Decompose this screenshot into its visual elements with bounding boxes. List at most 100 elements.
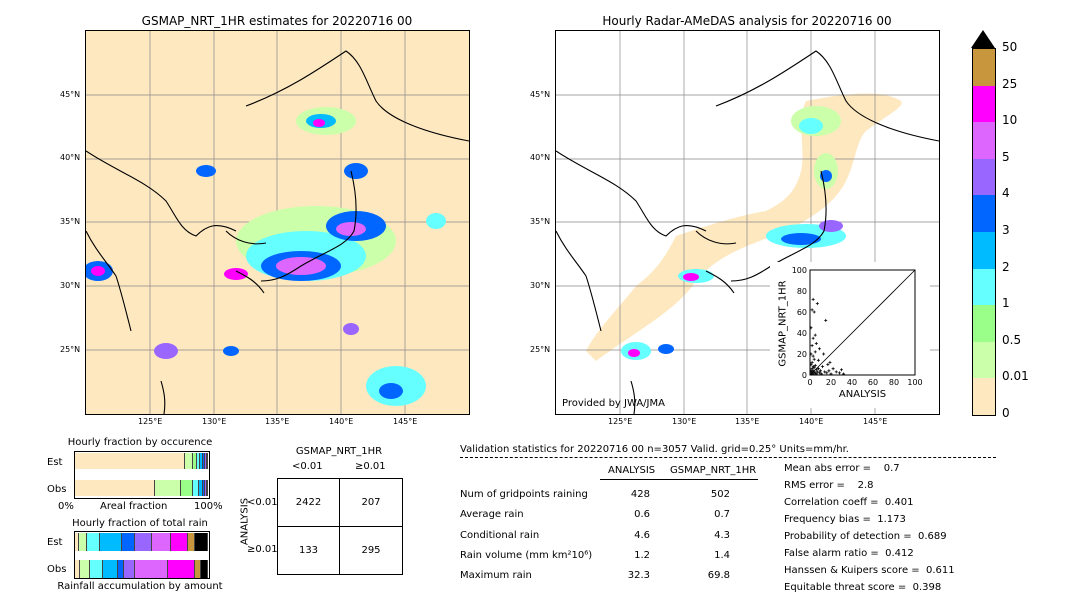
contingency-cell: 207 [361,497,381,508]
stacked-bar-segment [75,480,155,496]
score-line: Probability of detection = 0.689 [784,531,947,542]
occurrence-axis-mid: Areal fraction [100,501,168,512]
stacked-bar-segment [197,453,201,469]
stacked-bar-segment [86,533,101,551]
validation-row-gsmap: 1.4 [714,550,730,561]
colorbar-segment [973,49,995,86]
scatter-point [819,369,822,373]
left-lon-label: 130°E [202,417,227,426]
stacked-bar-segment [154,480,182,496]
scatter-point [813,364,817,368]
scatter-y-tick: 20 [797,350,807,359]
scatter-x-tick: 100 [907,378,922,387]
stacked-bar-segment [75,533,79,551]
left-lat-label: 45°N [60,90,81,99]
colorbar-segment [973,268,995,306]
scatter-point [812,310,816,314]
stacked-bar-segment [206,453,208,469]
total-rain-footer: Rainfall accumulation by amount [57,581,223,592]
stacked-bar-segment [194,533,208,551]
occurrence-est-bar [75,453,208,469]
stacked-bar-segment [168,560,195,578]
left-lon-label: 125°E [138,417,163,426]
scatter-point [828,360,832,364]
data-credit: Provided by JWA/JMA [562,398,665,409]
stacked-bar-segment [152,533,171,551]
scatter-point [820,372,824,376]
left-lat-label: 40°N [60,153,81,162]
right-lat-label: 35°N [530,217,551,226]
right-lon-label: 125°E [608,417,633,426]
validation-row-analysis: 1.2 [634,550,650,561]
right-lat-label: 45°N [530,90,551,99]
occurrence-obs-label: Obs [47,484,67,495]
stacked-bar-segment [117,560,125,578]
contingency-cell: 295 [361,545,381,556]
scatter-point [837,371,841,375]
occurrence-axis-left: 0% [58,501,74,512]
stacked-bar-segment [75,453,186,469]
scatter-x-tick: 20 [826,378,836,387]
stacked-bar-segment [102,560,118,578]
occurrence-axis-right: 100% [194,501,223,512]
validation-col-analysis: ANALYSIS [608,465,656,476]
scatter-point [821,365,825,369]
stacked-bar-segment [194,560,202,578]
stacked-bar-segment [124,560,135,578]
scatter-point [816,358,820,362]
colorbar-extend-arrow [971,30,995,48]
left-lon-label: 145°E [393,417,418,426]
stacked-bar-segment [206,480,208,496]
colorbar-tick-label: 25 [1002,76,1018,91]
stacked-bar-segment [205,480,207,496]
scatter-point [814,342,818,345]
scatter-point [815,302,819,306]
scatter-point [822,352,826,356]
scatter-point [814,372,818,376]
stacked-bar-segment [202,480,206,496]
scatter-point [825,371,829,375]
scatter-point [831,367,835,371]
scatter-point [827,369,831,373]
left-lat-label: 35°N [60,217,81,226]
validation-row-gsmap: 0.7 [714,509,730,520]
colorbar-tick-label: 2 [1002,259,1010,274]
score-line: RMS error = 2.8 [784,480,874,491]
scatter-x-tick: 0 [807,378,812,387]
scatter-point [811,354,815,358]
scatter-y-tick: 60 [797,308,807,317]
scatter-point [812,366,816,370]
scatter-xlabel: ANALYSIS [838,389,887,400]
stacked-bar-segment [188,533,195,551]
scatter-point [829,372,833,376]
scatter-point [823,370,827,374]
validation-header: Validation statistics for 20220716 00 n=… [460,444,849,455]
scatter-plot: 00 20 20 40 40 60 60 80 80 100 100 [792,266,923,387]
scatter-x-tick: 80 [889,378,899,387]
validation-row-label: Conditional rain [460,530,540,541]
scatter-x-tick: 40 [847,378,857,387]
stacked-bar-segment [198,480,203,496]
score-line: Frequency bias = 1.173 [784,514,906,525]
scatter-y-tick: 80 [797,287,807,296]
occurrence-obs-bar [75,480,208,496]
scatter-point [834,370,838,374]
validation-col-rule [600,479,758,480]
right-lon-label: 140°E [799,417,824,426]
score-line: Hanssen & Kuipers score = 0.611 [784,565,955,576]
stacked-bar-segment [200,453,203,469]
total-rain-title: Hourly fraction of total rain [72,518,208,529]
scatter-point [811,336,815,340]
contingency-col-ge: ≥0.01 [355,461,386,472]
validation-row-analysis: 4.6 [634,530,650,541]
stacked-bar-segment [204,453,207,469]
colorbar [972,48,996,416]
scatter-point [811,372,815,376]
validation-col-gsmap: GSMAP_NRT_1HR [670,465,757,476]
occurrence-title: Hourly fraction by occurence [67,437,213,448]
contingency-grid: 2422 207 133 295 [277,478,403,575]
contingency-row-lt: <0.01 [247,497,278,508]
validation-divider [460,457,996,458]
left-map-title: GSMAP_NRT_1HR estimates for 20220716 00 [141,14,413,28]
total-rain-est-bar [75,533,208,551]
